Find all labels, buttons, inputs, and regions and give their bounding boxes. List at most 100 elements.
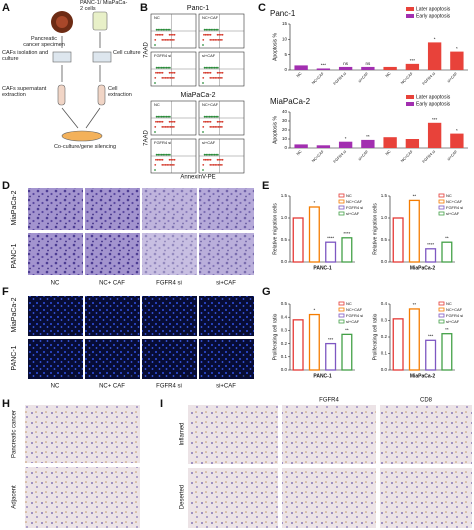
x-tick-label: NC — [296, 71, 303, 78]
step-text: CAFs isolation and culture — [2, 50, 49, 63]
scale-label: 100um — [181, 374, 192, 378]
event-dot — [169, 126, 172, 128]
legend-swatch — [338, 199, 345, 204]
legend-label: NC — [446, 301, 452, 306]
event-dot — [162, 66, 165, 69]
event-dot — [213, 115, 216, 118]
event-dot — [206, 120, 209, 123]
legend-swatch — [438, 313, 445, 318]
event-dot — [160, 115, 163, 118]
significance: **** — [327, 235, 334, 240]
event-dot — [208, 158, 210, 161]
y-axis-label: Relative migration cells — [372, 203, 378, 255]
event-dot — [157, 66, 160, 69]
significance: * — [313, 200, 315, 205]
significance: ** — [445, 235, 449, 240]
event-dot — [216, 158, 219, 161]
legend-swatch — [438, 319, 445, 324]
event-dot — [216, 66, 219, 69]
event-dot — [203, 158, 205, 161]
legend-swatch — [338, 211, 345, 216]
column-label: FGFR4 si — [156, 384, 182, 390]
bar — [308, 313, 320, 371]
legend-label: Later apoptosis — [416, 94, 451, 100]
bar — [361, 66, 375, 70]
significance: ** — [445, 327, 449, 332]
event-dot — [208, 71, 210, 74]
bar — [338, 66, 353, 70]
plot-label: NC — [154, 102, 160, 107]
bar — [325, 241, 337, 263]
event-dot — [209, 158, 212, 161]
y-tick-label: 0.5 — [281, 301, 288, 306]
step-text: Cell extraction — [108, 86, 132, 99]
event-dot — [208, 66, 211, 69]
row-title: MiaPaCa-2 — [180, 92, 215, 99]
chart-title: MiaPaCa-2 — [270, 97, 311, 106]
event-dot — [164, 153, 166, 156]
event-dot — [218, 33, 221, 36]
event-dot — [208, 120, 210, 123]
event-dot — [207, 153, 209, 156]
event-dot — [216, 120, 219, 123]
event-dot — [155, 153, 158, 156]
column-label: si+CAF — [216, 384, 236, 390]
event-dot — [156, 158, 159, 161]
axis-label: 7AAD — [144, 42, 150, 58]
event-dot — [220, 120, 222, 123]
y-tick-label: 10 — [282, 136, 288, 141]
event-dot — [164, 126, 167, 128]
event-dot — [173, 71, 176, 74]
event-dot — [163, 164, 165, 166]
event-dot — [202, 126, 205, 128]
event-dot — [207, 28, 209, 31]
plot-label: FGFR4 si — [154, 53, 171, 58]
significance: *** — [410, 58, 416, 63]
event-dot — [216, 39, 218, 41]
event-dot — [204, 120, 207, 123]
event-dot — [205, 153, 208, 156]
scale-label: 100um — [181, 331, 192, 335]
event-dot — [213, 153, 216, 156]
event-dot — [212, 39, 215, 41]
event-dot — [214, 39, 217, 41]
event-dot — [155, 71, 157, 74]
y-tick-label: 0.5 — [281, 237, 288, 242]
panel-letter: H — [2, 398, 10, 410]
legend-swatch — [338, 193, 345, 198]
scale-label: 100um — [124, 331, 135, 335]
event-dot — [205, 28, 208, 31]
event-dot — [168, 39, 170, 41]
x-tick-label: NC+CAF — [400, 149, 414, 163]
x-axis-label: MiaPaCa-2 — [410, 265, 436, 271]
column-label: NC — [51, 384, 60, 390]
event-dot — [203, 28, 206, 31]
event-dot — [158, 120, 161, 123]
event-dot — [161, 77, 164, 79]
event-dot — [202, 82, 204, 84]
bar — [383, 66, 397, 70]
event-dot — [204, 71, 207, 74]
event-dot — [169, 77, 172, 79]
event-dot — [161, 164, 164, 166]
legend-label: si+CAF — [346, 211, 360, 216]
event-dot — [209, 120, 212, 123]
event-dot — [159, 66, 161, 69]
event-dot — [205, 115, 208, 118]
event-dot — [164, 164, 167, 166]
event-dot — [172, 126, 175, 128]
event-dot — [166, 77, 169, 79]
event-dot — [155, 120, 157, 123]
event-dot — [164, 115, 166, 118]
event-dot — [220, 71, 222, 74]
workflow-icons — [51, 11, 112, 142]
event-dot — [221, 158, 224, 161]
event-dot — [155, 158, 157, 161]
x-tick-label: FGFR4 si — [333, 149, 347, 163]
event-dot — [169, 39, 172, 41]
legend-label: Later apoptosis — [416, 6, 451, 12]
panel-letter: B — [140, 2, 148, 14]
event-dot — [168, 164, 170, 166]
event-dot — [164, 77, 167, 79]
legend-label: si+CAF — [446, 211, 460, 216]
